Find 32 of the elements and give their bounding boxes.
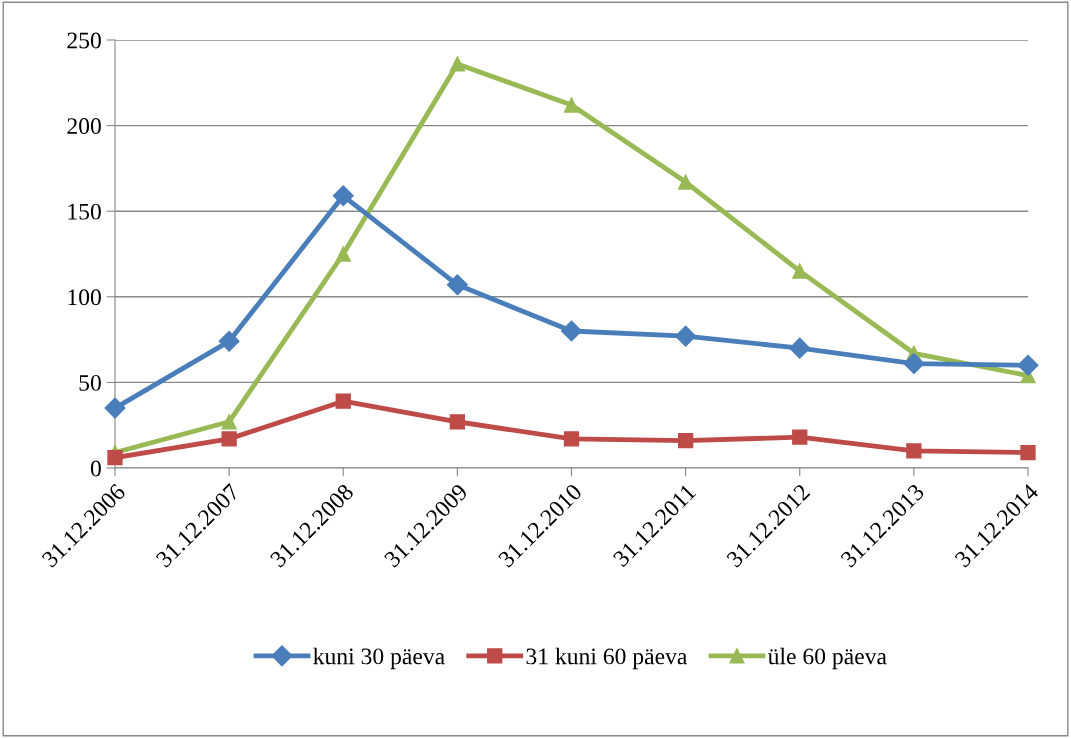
point <box>218 330 240 352</box>
y-tick-label: 0 <box>90 460 101 477</box>
point <box>560 320 583 342</box>
legend-label: kuni 30 päeva <box>313 647 445 670</box>
y-tick-label: 150 <box>68 203 101 220</box>
point <box>792 429 808 445</box>
point <box>1017 354 1039 376</box>
y-tick-label: 100 <box>68 289 101 306</box>
y-tick-label: 200 <box>67 118 101 135</box>
point <box>906 443 922 459</box>
point <box>563 97 580 113</box>
point <box>789 337 811 359</box>
point <box>335 393 351 409</box>
point <box>563 431 580 447</box>
point <box>903 353 925 375</box>
point <box>104 397 126 419</box>
point <box>221 431 237 447</box>
point <box>449 56 466 72</box>
point <box>446 274 468 296</box>
y-tick-label: 250 <box>67 32 101 49</box>
y-tick-label: 50 <box>79 374 101 391</box>
legend-label: üle 60 päeva <box>767 647 887 670</box>
point <box>677 432 694 449</box>
point <box>332 185 354 207</box>
point <box>449 414 466 430</box>
point <box>335 246 351 262</box>
legend-label: 31 kuni 60 päeva <box>526 647 688 670</box>
point <box>221 414 237 430</box>
point <box>1020 444 1036 461</box>
point <box>792 263 808 279</box>
point <box>675 325 697 347</box>
point <box>677 174 694 190</box>
